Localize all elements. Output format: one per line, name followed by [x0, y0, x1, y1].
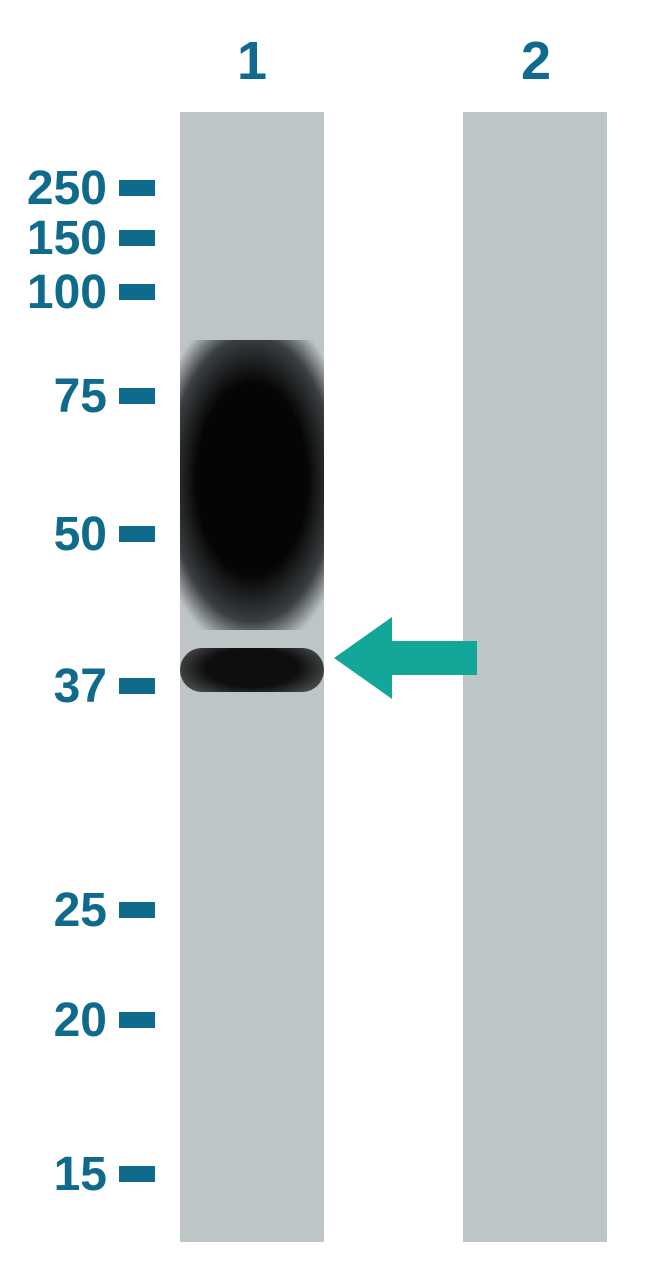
mw-marker-tick-icon	[119, 388, 155, 404]
lane-1-main-blot	[180, 340, 324, 630]
mw-marker-20: 20	[0, 991, 155, 1049]
mw-marker-tick-icon	[119, 902, 155, 918]
mw-marker-tick-icon	[119, 526, 155, 542]
mw-marker-tick-icon	[119, 230, 155, 246]
mw-marker-100: 100	[0, 263, 155, 321]
mw-marker-value: 20	[54, 993, 107, 1048]
mw-marker-tick-icon	[119, 180, 155, 196]
mw-marker-value: 37	[54, 659, 107, 714]
mw-marker-25: 25	[0, 881, 155, 939]
lane-1-lower-band	[180, 648, 324, 692]
lane-1-header: 1	[222, 30, 282, 92]
mw-marker-50: 50	[0, 505, 155, 563]
mw-marker-15: 15	[0, 1145, 155, 1203]
mw-marker-value: 25	[54, 883, 107, 938]
mw-marker-value: 75	[54, 369, 107, 424]
target-band-arrow-icon	[334, 617, 477, 699]
mw-marker-tick-icon	[119, 678, 155, 694]
mw-marker-tick-icon	[119, 1012, 155, 1028]
mw-marker-75: 75	[0, 367, 155, 425]
mw-marker-value: 100	[27, 265, 107, 320]
mw-marker-150: 150	[0, 209, 155, 267]
mw-marker-37: 37	[0, 657, 155, 715]
mw-marker-value: 250	[27, 161, 107, 216]
lane-2-header: 2	[506, 30, 566, 92]
mw-marker-value: 50	[54, 507, 107, 562]
mw-marker-value: 15	[54, 1147, 107, 1202]
mw-marker-tick-icon	[119, 284, 155, 300]
western-blot-gel: 1 2 250150100 75 50 37 25 20 15	[0, 0, 650, 1270]
mw-marker-value: 150	[27, 211, 107, 266]
mw-marker-250: 250	[0, 159, 155, 217]
mw-marker-tick-icon	[119, 1166, 155, 1182]
lane-2	[463, 112, 607, 1242]
